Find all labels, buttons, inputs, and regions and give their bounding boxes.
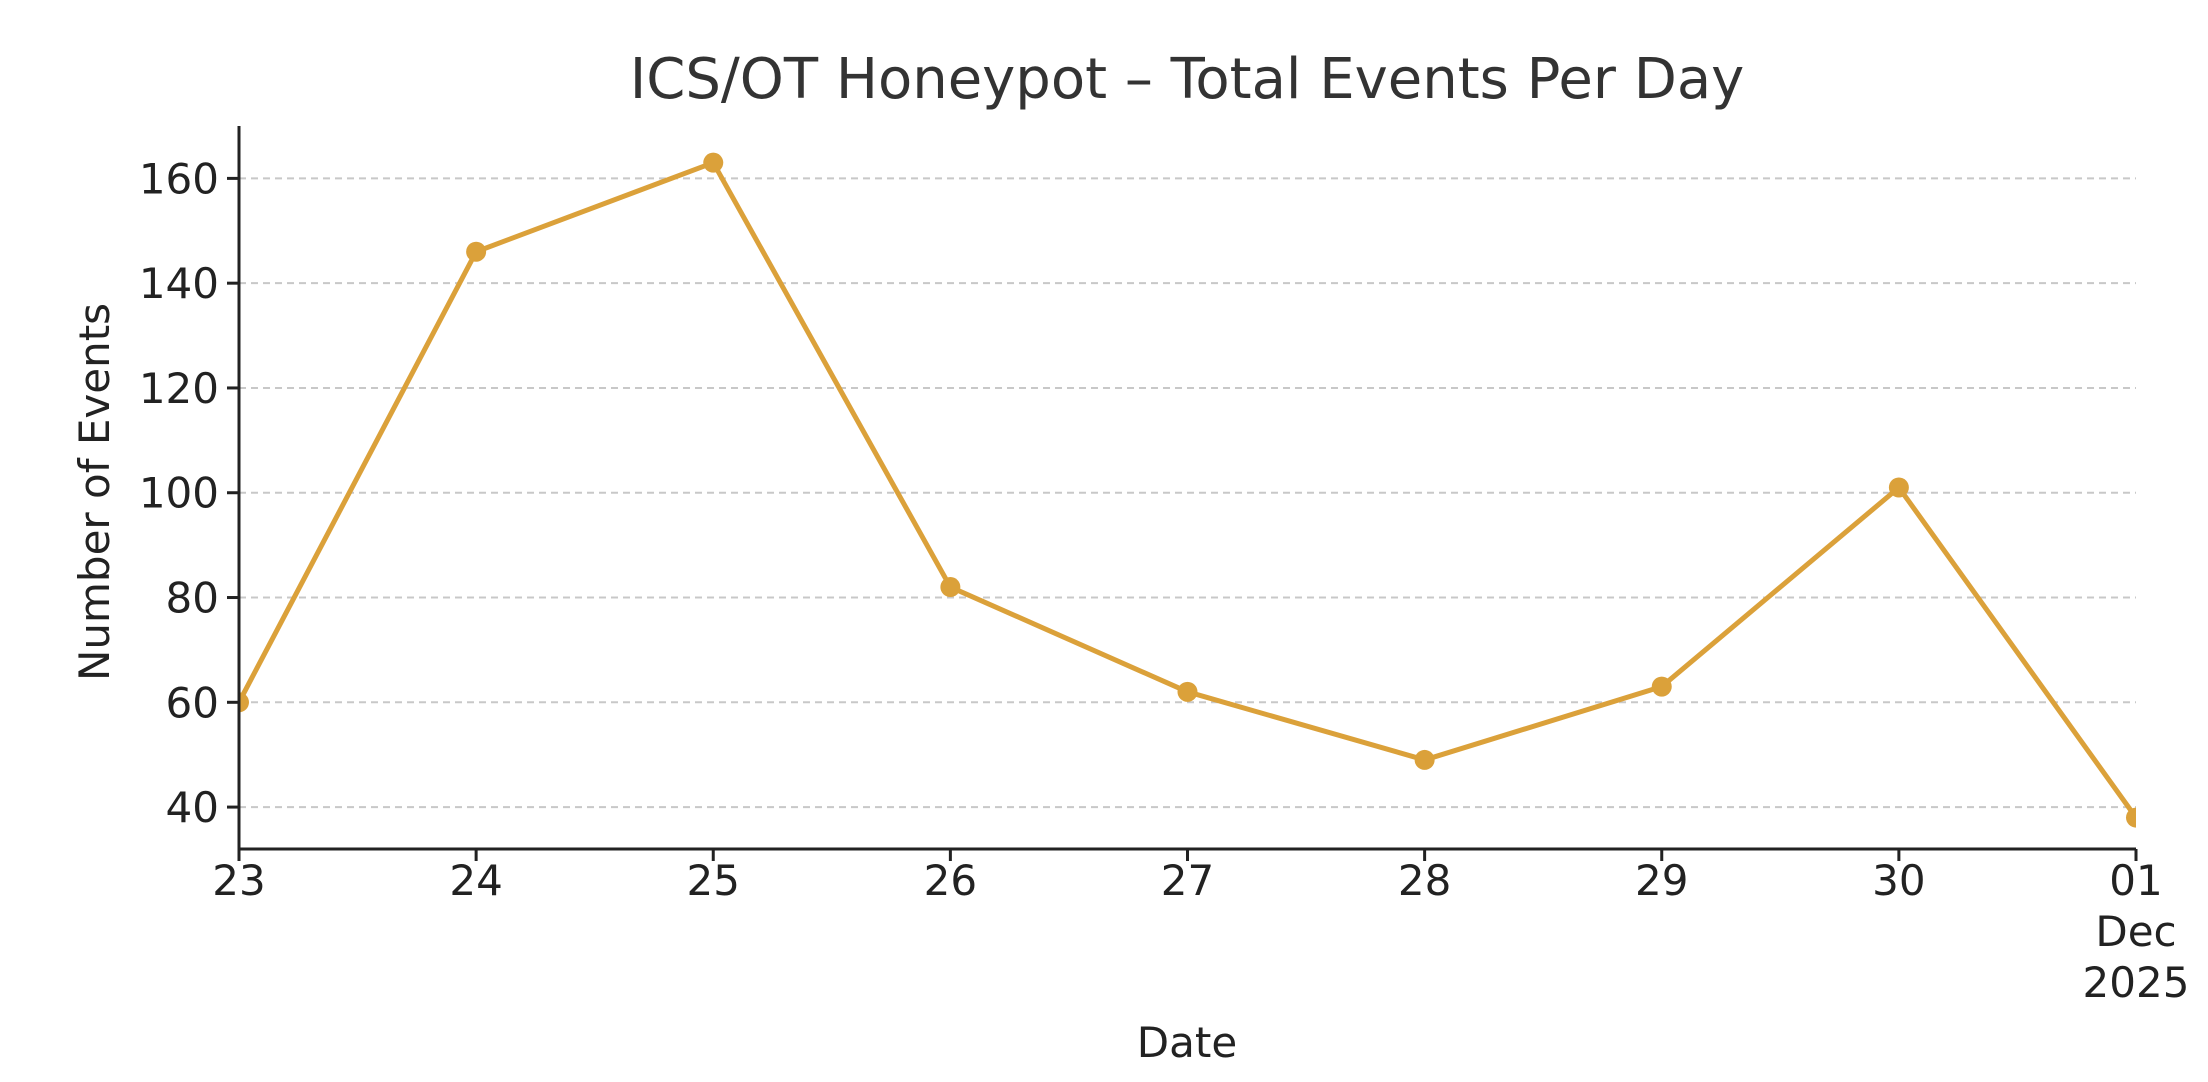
x-tick-label: 24 <box>449 856 502 905</box>
x-tick-label: 25 <box>687 856 740 905</box>
data-point <box>239 692 249 713</box>
x-tick-label: 30 <box>1872 856 1925 905</box>
series <box>239 152 2136 828</box>
chart-title: ICS/OT Honeypot – Total Events Per Day <box>630 47 1745 112</box>
x-tick-label: 29 <box>1635 856 1688 905</box>
data-point <box>1177 681 1198 702</box>
data-point <box>1651 676 1672 697</box>
data-point <box>2126 807 2136 828</box>
gridlines <box>239 177 2136 809</box>
y-tick-label: 140 <box>139 259 219 308</box>
data-point <box>1414 749 1435 770</box>
data-point <box>940 577 961 598</box>
x-tick-label: 28 <box>1398 856 1451 905</box>
data-point <box>466 241 487 262</box>
y-axis-label: Number of Events <box>70 303 119 681</box>
x-tick-label: 26 <box>924 856 977 905</box>
y-tick-label: 60 <box>166 678 219 727</box>
y-tick-label: 160 <box>139 154 219 203</box>
y-tick-label: 80 <box>166 574 219 623</box>
y-tick-label: 100 <box>139 469 219 518</box>
tick-labels: 40 60 80 100 120 140 160 23 24 25 26 27 28 29 30 01 Dec 2… <box>139 154 2190 1007</box>
x-axis-label: Date <box>1137 1018 1237 1067</box>
axes <box>227 126 2138 861</box>
data-point <box>1888 477 1909 498</box>
x-tick-label: 01 Dec 2025 <box>2083 856 2190 1007</box>
x-tick-label: 27 <box>1161 856 1214 905</box>
series-layer <box>239 152 2136 828</box>
y-tick-label: 120 <box>139 364 219 413</box>
x-tick-label: 23 <box>212 856 265 905</box>
data-point <box>703 152 724 173</box>
series-line <box>239 160 2136 821</box>
y-tick-label: 40 <box>166 783 219 832</box>
